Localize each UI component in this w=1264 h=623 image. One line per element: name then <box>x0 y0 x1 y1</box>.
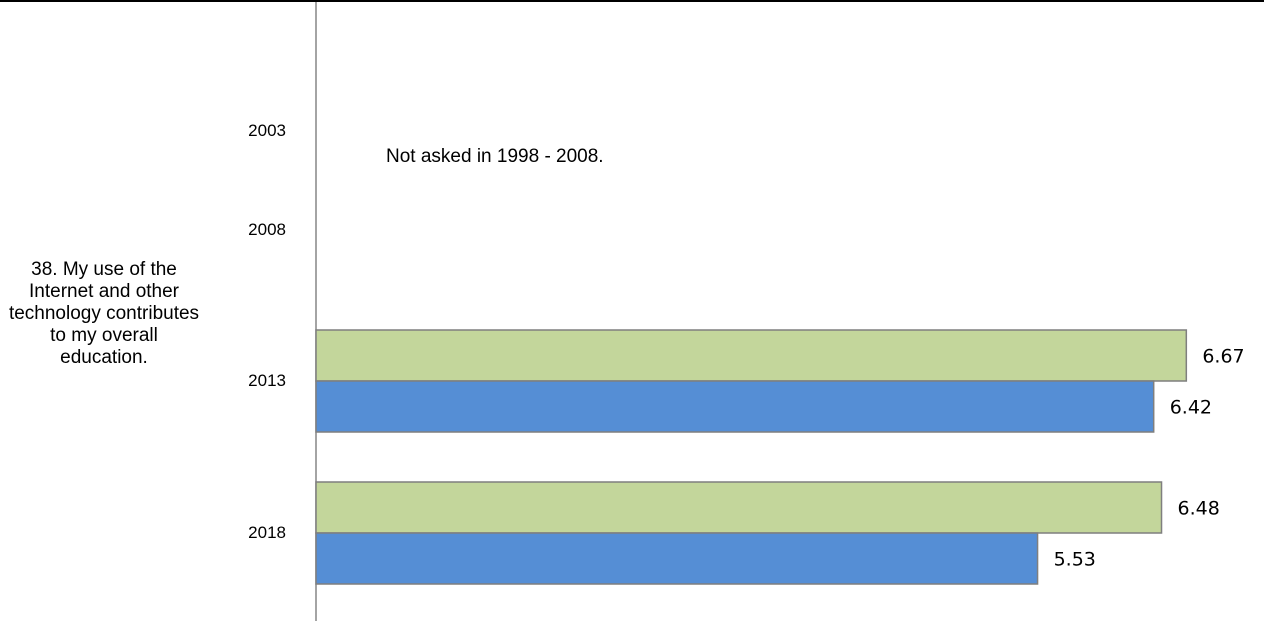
data-label: 6.67 <box>1202 346 1244 368</box>
category-label: 2008 <box>248 220 286 239</box>
category-label: 2013 <box>248 371 286 390</box>
category-label: 2018 <box>248 523 286 542</box>
data-label: 6.42 <box>1170 397 1212 419</box>
bar <box>315 532 1039 585</box>
bar <box>315 329 1188 382</box>
bar <box>315 481 1163 534</box>
question-label: 38. My use of the Internet and other tec… <box>8 259 200 368</box>
not-asked-note: Not asked in 1998 - 2008. <box>386 146 604 167</box>
data-label: 6.48 <box>1178 498 1220 520</box>
category-label: 2003 <box>248 121 286 140</box>
top-border-line <box>0 0 1264 2</box>
data-label: 5.53 <box>1054 549 1096 571</box>
bar <box>315 380 1155 433</box>
